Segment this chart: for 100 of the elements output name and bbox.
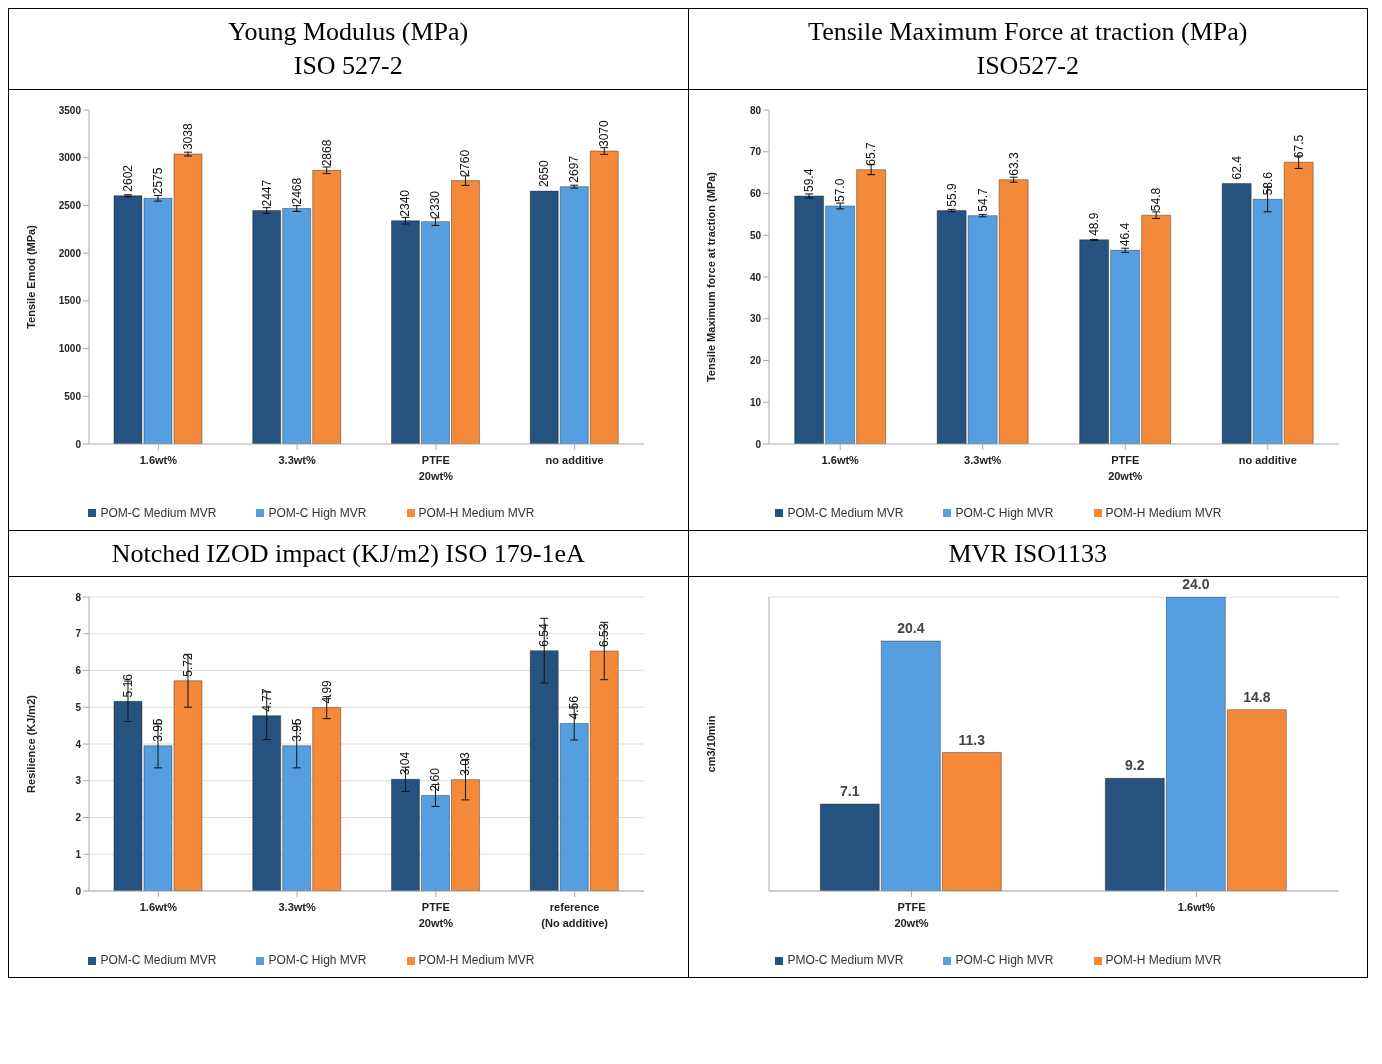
data-label: 14.8 xyxy=(1242,689,1271,706)
y-tick-label: 0 xyxy=(754,438,761,450)
legend-label: PMO-C Medium MVR xyxy=(787,953,904,968)
data-label: 4.99 xyxy=(319,680,334,705)
legend-label: POM-C High MVR xyxy=(955,505,1054,520)
y-tick-label: 50 xyxy=(749,229,761,241)
x-tick-label: PTFE 20wt% xyxy=(893,901,929,930)
data-label: 9.2 xyxy=(1124,757,1145,774)
y-tick-label: 0 xyxy=(75,885,82,897)
data-label: 3.03 xyxy=(458,752,473,777)
data-label: 2.60 xyxy=(428,768,443,792)
legend-label: POM-C Medium MVR xyxy=(100,953,217,968)
data-label: 4.56 xyxy=(567,696,582,720)
data-label: 2340 xyxy=(398,189,413,217)
x-tick-label: no additive xyxy=(1238,453,1297,466)
x-tick-label: reference (No additive) xyxy=(541,901,609,930)
y-tick-label: 0 xyxy=(75,438,82,450)
chart-title: MVR ISO1133 xyxy=(947,537,1109,570)
legend-label: POM-H Medium MVR xyxy=(1105,953,1222,968)
y-tick-label: 1 xyxy=(75,849,82,861)
data-label: 2602 xyxy=(120,164,135,192)
y-tick-label: 60 xyxy=(749,187,761,199)
data-label: 2697 xyxy=(567,155,582,183)
data-label: 6.54 xyxy=(537,623,552,648)
y-axis-title: Tensile Emod (MPa) xyxy=(24,224,37,329)
x-tick-label: 1.6wt% xyxy=(821,453,859,466)
data-label: 63.3 xyxy=(1006,151,1021,176)
data-label: 5.16 xyxy=(120,674,135,698)
legend-label: POM-C Medium MVR xyxy=(787,505,904,520)
chart-title: Notched IZOD impact (KJ/m2) ISO 179-1eA xyxy=(110,537,586,570)
y-tick-label: 40 xyxy=(749,271,761,283)
data-label: 20.4 xyxy=(896,620,925,637)
data-label: 2760 xyxy=(458,149,473,177)
x-tick-label: 1.6wt% xyxy=(139,901,178,914)
x-tick-label: 1.6wt% xyxy=(139,453,178,466)
legend-label: POM-H Medium MVR xyxy=(1105,505,1222,520)
y-axis-title: Resilience (KJ/m2) xyxy=(24,695,37,794)
data-label: 2868 xyxy=(319,138,334,166)
chart-subtitle: ISO527-2 xyxy=(975,49,1081,82)
data-label: 2447 xyxy=(259,179,274,207)
y-tick-label: 1000 xyxy=(58,342,82,354)
y-tick-label: 3000 xyxy=(58,151,82,163)
data-label: 62.4 xyxy=(1229,155,1244,180)
legend-label: POM-C High MVR xyxy=(268,953,367,968)
x-tick-label: 3.3wt% xyxy=(963,453,1002,466)
x-tick-label: PTFE 20wt% xyxy=(418,453,454,482)
y-tick-label: 80 xyxy=(749,104,761,116)
data-label: 2330 xyxy=(428,190,443,218)
data-label: 11.3 xyxy=(958,731,985,748)
y-tick-label: 2000 xyxy=(58,247,82,259)
data-label: 2575 xyxy=(150,166,165,194)
legend-label: POM-C Medium MVR xyxy=(100,505,217,520)
x-tick-label: 1.6wt% xyxy=(1177,901,1215,914)
y-tick-label: 2500 xyxy=(58,199,82,211)
data-label: 3.95 xyxy=(289,718,304,743)
y-tick-label: 10 xyxy=(749,396,761,408)
y-tick-label: 1500 xyxy=(58,295,82,306)
data-label: 3.95 xyxy=(150,718,165,743)
data-label: 7.1 xyxy=(839,783,860,800)
data-label: 55.9 xyxy=(944,182,959,207)
data-label: 54.8 xyxy=(1148,187,1163,211)
x-tick-label: PTFE 20wt% xyxy=(418,901,454,930)
y-tick-label: 70 xyxy=(749,145,761,157)
y-tick-label: 4 xyxy=(75,738,82,750)
data-label: 48.9 xyxy=(1086,211,1101,236)
legend-label: POM-C High MVR xyxy=(955,953,1054,968)
y-tick-label: 6 xyxy=(75,665,82,677)
y-tick-label: 7 xyxy=(75,628,82,640)
legend-label: POM-H Medium MVR xyxy=(418,505,535,520)
y-axis-title: Tensile Maximum force at traction (MPa) xyxy=(704,171,717,382)
data-label: 6.53 xyxy=(597,623,612,648)
data-label: 59.4 xyxy=(801,167,816,192)
y-tick-label: 8 xyxy=(75,591,82,603)
data-label: 3070 xyxy=(597,119,612,147)
data-label: 2468 xyxy=(289,177,304,205)
x-tick-label: PTFE 20wt% xyxy=(1107,453,1143,482)
legend-label: POM-C High MVR xyxy=(268,505,367,520)
x-tick-label: no additive xyxy=(545,453,604,466)
chart-subtitle: ISO 527-2 xyxy=(292,49,404,82)
y-tick-label: 500 xyxy=(64,390,82,402)
y-tick-label: 20 xyxy=(749,354,761,366)
y-tick-label: 30 xyxy=(749,312,761,324)
x-tick-label: 3.3wt% xyxy=(278,901,316,914)
legend-label: POM-H Medium MVR xyxy=(418,953,535,968)
data-label: 57.0 xyxy=(832,177,847,202)
data-label: 24.0 xyxy=(1181,576,1210,593)
y-axis-title: cm3/10min xyxy=(704,715,717,773)
chart-title: Young Modulus (MPa) xyxy=(227,16,470,48)
y-tick-label: 2 xyxy=(75,812,82,824)
y-tick-label: 3 xyxy=(75,775,82,787)
y-tick-label: 3500 xyxy=(58,104,82,116)
data-label: 67.5 xyxy=(1291,134,1306,158)
x-tick-label: 3.3wt% xyxy=(278,453,316,466)
data-label: 65.7 xyxy=(863,141,878,166)
data-label: 3038 xyxy=(180,122,195,150)
data-label: 54.7 xyxy=(975,187,990,212)
data-label: 5.72 xyxy=(180,653,195,678)
y-tick-label: 5 xyxy=(75,702,82,714)
data-label: 4.77 xyxy=(259,688,274,713)
data-label: 3.04 xyxy=(398,751,413,776)
